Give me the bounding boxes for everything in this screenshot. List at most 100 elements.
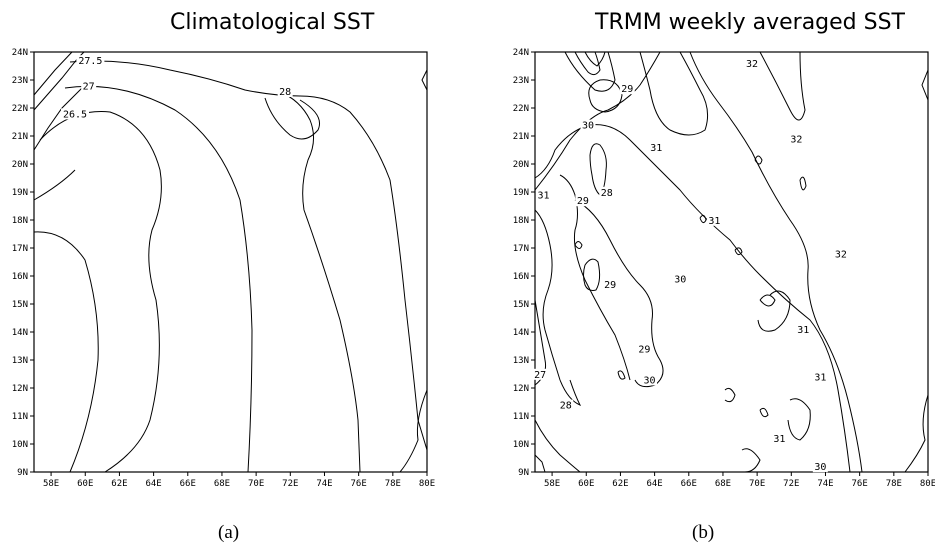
contour-label: 32 (746, 59, 758, 70)
contour-label-bg (602, 279, 618, 291)
lat-tick-label: 16N (513, 272, 529, 282)
panel-b-title: TRMM weekly averaged SST (595, 10, 905, 35)
contour-label: 31 (650, 143, 662, 154)
lat-tick-label: 10N (12, 440, 28, 450)
lat-tick-label: 10N (513, 440, 529, 450)
contour-label-bg (771, 433, 787, 445)
panel-a-contours (33, 51, 428, 473)
lat-tick-label: 21N (513, 132, 529, 142)
panel-b-axis-ticks: 58E 60E 62E 64E 66E 68E 70E 72E 74E 76E 78E 80E24N2… (513, 48, 935, 489)
lon-tick-label: 64E (145, 479, 161, 489)
lon-tick-label: 78E (385, 479, 401, 489)
contour-label: 27.5 (78, 56, 102, 67)
panel-b-frame (534, 51, 929, 473)
contour-label-bg (672, 273, 688, 285)
lon-tick-label: 72E (282, 479, 298, 489)
contour-label-bg (61, 108, 90, 120)
contour-label-bg (536, 189, 552, 201)
lon-tick-label: 62E (612, 479, 628, 489)
lat-tick-label: 15N (513, 300, 529, 310)
contour-label: 31 (773, 434, 785, 445)
contour-label-bg (744, 58, 760, 69)
lon-tick-label: 66E (681, 479, 697, 489)
lat-tick-label: 9N (518, 468, 529, 478)
lon-tick-label: 58E (544, 479, 560, 489)
lat-tick-label: 22N (12, 104, 28, 114)
lon-tick-label: 78E (886, 479, 902, 489)
contour-label: 26.5 (63, 109, 87, 120)
panel-b-contour-labels: 29 30 32 31 32 31 29 28 31 32 29 30 31 29 27 30 31 28 31 30 (532, 58, 849, 473)
contour-label: 32 (790, 135, 802, 146)
contour-label: 27 (534, 370, 546, 381)
lat-tick-label: 24N (12, 48, 28, 58)
lat-tick-label: 19N (12, 188, 28, 198)
lon-tick-label: 60E (578, 479, 594, 489)
contour-label-bg (812, 461, 828, 473)
contour-label-bg (277, 86, 293, 97)
contour-label-bg (580, 119, 596, 131)
lat-tick-label: 20N (513, 160, 529, 170)
lat-tick-label: 18N (12, 216, 28, 226)
lon-tick-label: 76E (351, 479, 367, 489)
contour-label: 27 (83, 81, 95, 92)
lon-tick-label: 68E (715, 479, 731, 489)
lon-tick-label: 70E (749, 479, 765, 489)
lat-tick-label: 23N (12, 76, 28, 86)
lat-tick-label: 17N (12, 244, 28, 254)
contour-label-bg (599, 186, 615, 198)
lat-tick-label: 18N (513, 216, 529, 226)
lon-tick-label: 74E (316, 479, 332, 489)
contour-label: 29 (604, 280, 616, 291)
contour-label-bg (619, 83, 635, 95)
panel-a-caption: (a) (218, 522, 240, 543)
contour-label-bg (648, 142, 664, 153)
contour-label: 28 (601, 188, 613, 199)
contour-label-bg (833, 248, 849, 260)
lon-tick-label: 72E (783, 479, 799, 489)
contour-label: 30 (643, 375, 655, 386)
lat-tick-label: 12N (513, 384, 529, 394)
lon-tick-label: 76E (852, 479, 868, 489)
panel-a-title: Climatological SST (170, 10, 375, 35)
contour-label: 28 (279, 87, 291, 98)
panel-b-caption: (b) (692, 522, 715, 543)
contour-label: 31 (708, 216, 720, 227)
lon-tick-label: 66E (180, 479, 196, 489)
lat-tick-label: 23N (513, 76, 529, 86)
contour-label: 32 (835, 249, 847, 260)
lon-tick-label: 64E (646, 479, 662, 489)
panel-a-axis-ticks: 58E 60E 62E 64E 66E 68E 70E 72E 74E 76E 78E 80E 24N 2… (12, 48, 435, 489)
contour-label: 30 (582, 121, 594, 132)
contour-label-bg (532, 368, 548, 380)
contour-label: 28 (560, 401, 572, 412)
contour-label: 31 (538, 191, 550, 202)
lat-tick-label: 20N (12, 160, 28, 170)
lat-tick-label: 9N (17, 468, 28, 478)
panel-a-contour-labels: 27.5 27 26.5 28 (61, 55, 293, 120)
lon-tick-label: 68E (214, 479, 230, 489)
contour-label: 31 (814, 373, 826, 384)
lat-tick-label: 15N (12, 300, 28, 310)
lat-tick-label: 11N (12, 412, 28, 422)
contour-label: 30 (814, 462, 826, 473)
lat-tick-label: 17N (513, 244, 529, 254)
lat-tick-label: 12N (12, 384, 28, 394)
contour-label-bg (558, 399, 574, 411)
contour-label-bg (706, 214, 722, 226)
lon-tick-label: 74E (817, 479, 833, 489)
lat-tick-label: 13N (12, 356, 28, 366)
lon-tick-label: 62E (111, 479, 127, 489)
contour-label: 31 (797, 325, 809, 336)
contour-label-bg (81, 80, 97, 92)
lat-tick-label: 14N (12, 328, 28, 338)
lon-tick-label: 80E (419, 479, 435, 489)
contour-label-bg (795, 324, 811, 335)
contour-label: 29 (577, 196, 589, 207)
contour-label-bg (812, 371, 828, 383)
lat-tick-label: 24N (513, 48, 529, 58)
lon-tick-label: 60E (77, 479, 93, 489)
contour-label: 30 (674, 275, 686, 286)
lat-tick-label: 13N (513, 356, 529, 366)
contour-label-bg (76, 55, 105, 67)
